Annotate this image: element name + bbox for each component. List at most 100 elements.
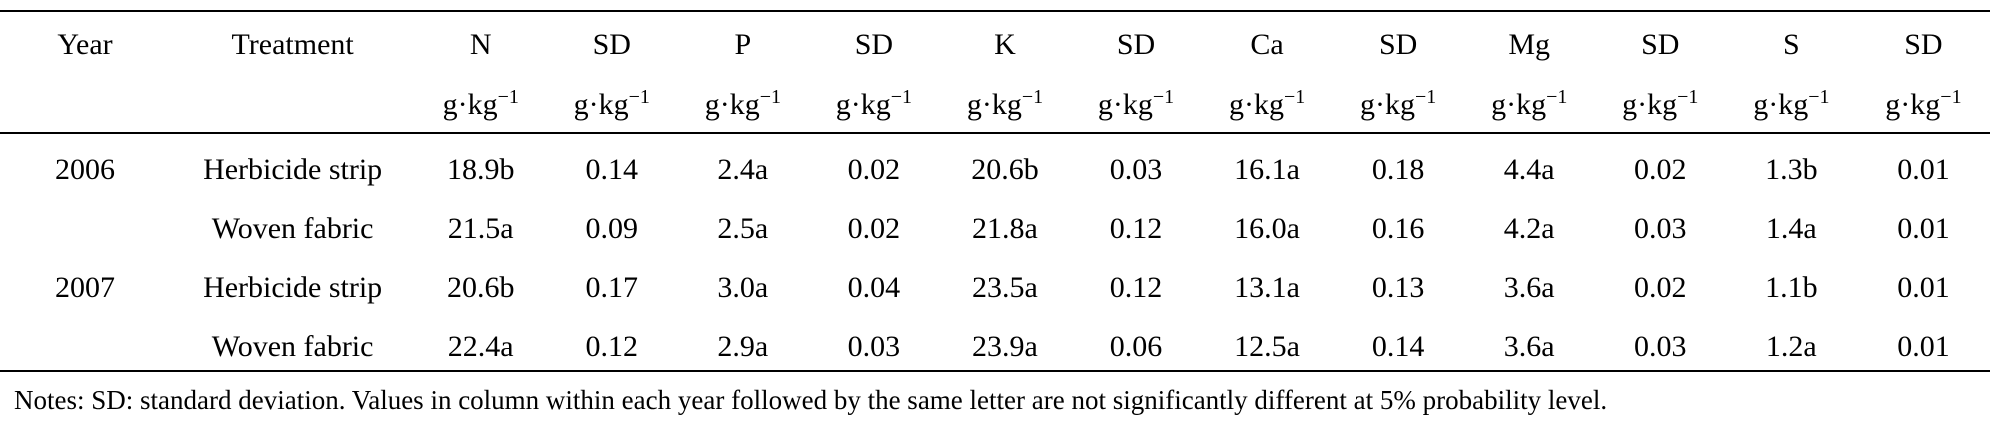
table-notes: Notes: SD: standard deviation. Values in… [14, 385, 1608, 415]
treatment-cell: Woven fabric [211, 211, 374, 245]
header-row: Year Treatment N SD P SD K SD Ca SD Mg S… [0, 10, 1990, 76]
value-cell: 0.16 [1371, 211, 1425, 245]
table-header-rule [0, 132, 1990, 134]
value-cell: 0.02 [1634, 270, 1687, 304]
unit-cell: g·kg−1 [939, 76, 1070, 134]
unit-base: g·kg [1097, 88, 1153, 121]
header-treatment: Treatment [231, 28, 354, 61]
header-sd-mg: SD [1641, 28, 1680, 61]
value-cell: 0.09 [585, 211, 639, 245]
value-cell: 0.03 [1634, 211, 1687, 245]
value-cell: 0.02 [847, 211, 901, 245]
value-cell: 3.6a [1503, 270, 1555, 304]
value-cell: 4.4a [1503, 152, 1555, 186]
unit-base: g·kg [573, 88, 629, 121]
value-cell: 0.04 [847, 270, 901, 304]
value-cell: 0.12 [1109, 211, 1163, 245]
unit-cell: g·kg−1 [546, 76, 677, 134]
value-cell: 0.14 [585, 152, 639, 186]
value-cell: 0.18 [1371, 152, 1425, 186]
unit-base: g·kg [1753, 88, 1809, 121]
unit-exponent: −1 [1021, 86, 1044, 108]
unit-exponent: −1 [1808, 86, 1830, 108]
unit-cell: g·kg−1 [1333, 76, 1464, 134]
value-cell: 0.03 [1109, 152, 1163, 186]
value-cell: 0.13 [1371, 270, 1425, 304]
value-cell: 23.5a [972, 270, 1038, 304]
unit-base: g·kg [835, 88, 891, 121]
year-cell [0, 199, 170, 258]
value-cell: 0.01 [1897, 152, 1950, 186]
unit-exponent: −1 [1283, 86, 1306, 108]
value-cell: 0.02 [1634, 152, 1687, 186]
unit-exponent: −1 [1415, 86, 1437, 108]
unit-base: g·kg [1885, 88, 1941, 121]
header-sd-p: SD [854, 28, 894, 61]
year-cell [0, 317, 170, 376]
value-cell: 13.1a [1234, 270, 1300, 304]
unit-cell: g·kg−1 [415, 76, 546, 134]
value-cell: 0.14 [1371, 329, 1425, 363]
unit-base: g·kg [1491, 88, 1547, 121]
unit-base: g·kg [442, 88, 498, 121]
value-cell: 0.03 [847, 329, 901, 363]
unit-row: g·kg−1 g·kg−1 g·kg−1 g·kg−1 g·kg−1 g·kg−1 g·kg… [0, 76, 1990, 134]
value-cell: 1.1b [1765, 270, 1818, 304]
unit-exponent: −1 [759, 86, 781, 108]
unit-cell: g·kg−1 [808, 76, 939, 134]
unit-base: g·kg [1360, 88, 1416, 121]
table-row: 2007 Herbicide strip 20.6b 0.17 3.0a 0.04 23.5… [0, 258, 1990, 317]
unit-cell: g·kg−1 [677, 76, 808, 134]
unit-cell: g·kg−1 [1726, 76, 1857, 134]
value-cell: 16.1a [1234, 152, 1300, 186]
treatment-cell: Woven fabric [211, 329, 374, 363]
unit-cell: g·kg−1 [1202, 76, 1333, 134]
header-mg: Mg [1508, 28, 1551, 61]
value-cell: 0.01 [1897, 329, 1950, 363]
unit-exponent: −1 [497, 86, 519, 108]
value-cell: 2.4a [717, 152, 769, 186]
value-cell: 23.9a [972, 329, 1038, 363]
unit-exponent: −1 [1546, 86, 1568, 108]
table-top-rule [0, 10, 1990, 12]
value-cell: 2.9a [717, 329, 769, 363]
unit-base: g·kg [966, 88, 1022, 121]
unit-exponent: −1 [628, 86, 650, 108]
value-cell: 22.4a [447, 329, 514, 363]
header-sd-ca: SD [1378, 28, 1418, 61]
unit-exponent: −1 [1677, 86, 1699, 108]
unit-cell: g·kg−1 [1857, 76, 1990, 134]
treatment-cell: Herbicide strip [203, 270, 383, 304]
unit-base: g·kg [1228, 88, 1284, 121]
unit-exponent: −1 [1152, 86, 1175, 108]
value-cell: 1.4a [1765, 211, 1817, 245]
value-cell: 0.12 [1109, 270, 1163, 304]
value-cell: 20.6b [446, 270, 515, 304]
unit-cell: g·kg−1 [1464, 76, 1595, 134]
header-sd-n: SD [592, 28, 631, 61]
value-cell: 1.2a [1765, 329, 1817, 363]
unit-cell: g·kg−1 [1071, 76, 1202, 134]
value-cell: 16.0a [1234, 211, 1300, 245]
value-cell: 18.9b [446, 152, 515, 186]
table-row: Woven fabric 22.4a 0.12 2.9a 0.03 23.9a 0.06 12… [0, 317, 1990, 376]
value-cell: 2.5a [717, 211, 769, 245]
header-s: S [1783, 28, 1800, 61]
year-cell: 2007 [55, 270, 116, 304]
unit-exponent: −1 [1940, 86, 1962, 108]
header-year: Year [57, 28, 113, 61]
header-k: K [994, 28, 1016, 61]
value-cell: 12.5a [1234, 329, 1300, 363]
value-cell: 3.0a [717, 270, 769, 304]
header-n: N [469, 28, 492, 61]
value-cell: 0.12 [585, 329, 639, 363]
table-bottom-rule [0, 370, 1990, 372]
header-sd-k: SD [1116, 28, 1156, 61]
header-ca: Ca [1250, 28, 1284, 61]
value-cell: 21.5a [447, 211, 514, 245]
unit-base: g·kg [704, 88, 760, 121]
table-row: 2006 Herbicide strip 18.9b 0.14 2.4a 0.02 20.6… [0, 134, 1990, 199]
value-cell: 0.06 [1109, 329, 1163, 363]
value-cell: 21.8a [972, 211, 1038, 245]
value-cell: 20.6b [971, 152, 1039, 186]
